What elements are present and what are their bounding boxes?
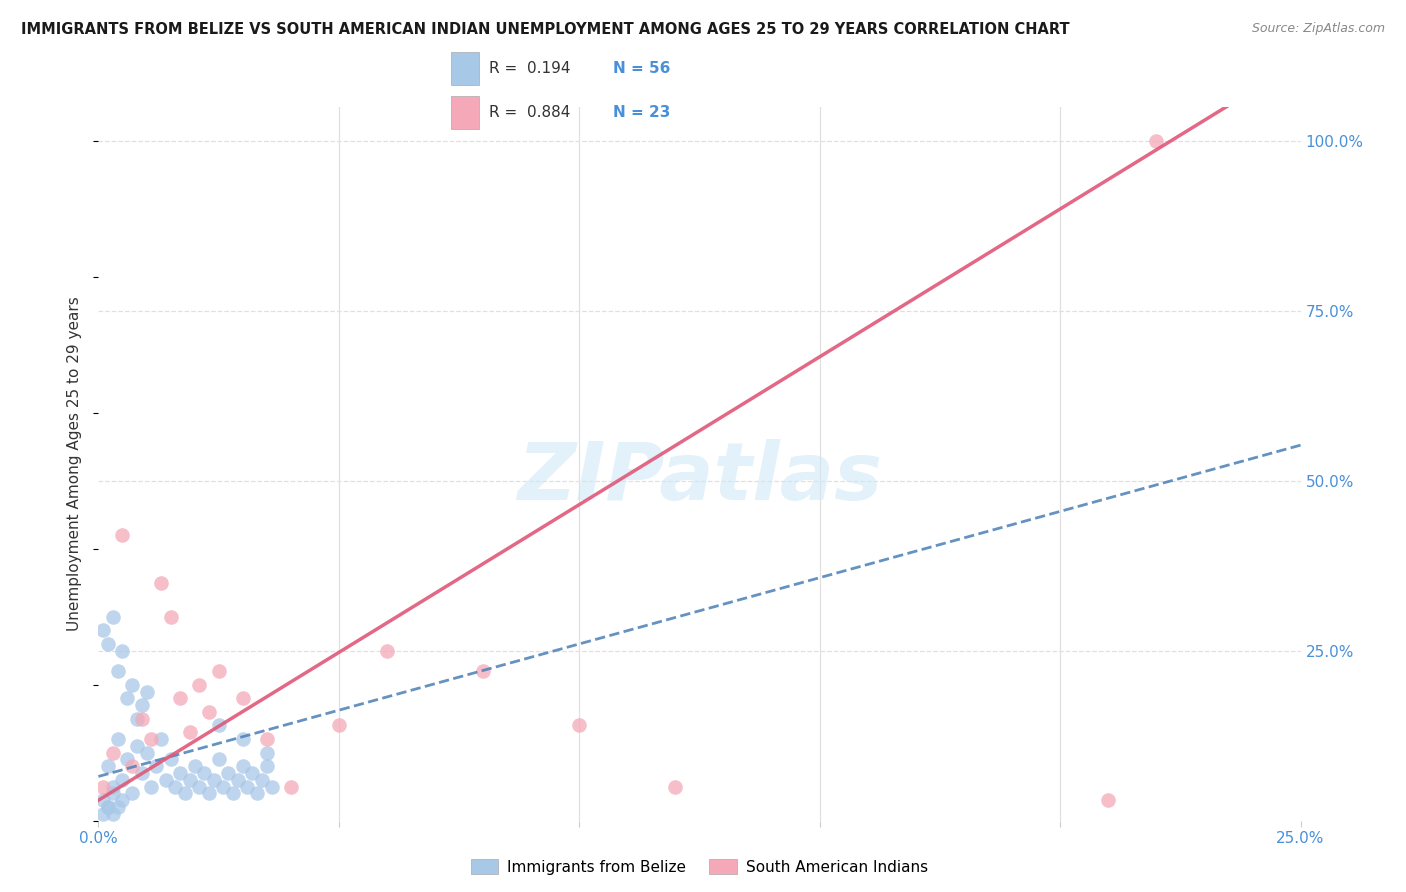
Point [188,780,211,794]
Point [202,772,225,787]
Point [121,759,143,773]
Legend: Immigrants from Belize, South American Indians: Immigrants from Belize, South American I… [465,853,934,880]
Point [169,766,191,780]
Point [101,806,124,821]
Point [256,732,278,747]
Point [159,752,181,766]
Point [125,739,148,753]
Point [232,759,254,773]
Bar [451,96,478,129]
Point [107,664,129,678]
Point [101,746,124,760]
Point [208,752,231,766]
Point [236,780,259,794]
Text: N = 23: N = 23 [613,104,671,120]
Point [131,766,153,780]
Point [155,772,177,787]
Point [256,759,278,773]
Point [246,787,269,801]
Point [141,780,163,794]
Point [198,705,221,719]
Point [131,698,153,712]
Point [226,772,249,787]
Point [183,759,205,773]
Point [232,732,254,747]
Point [222,787,245,801]
Point [1144,134,1167,148]
Text: R =  0.194: R = 0.194 [489,61,571,76]
Point [179,725,201,739]
Point [149,575,172,590]
Point [165,780,187,794]
Point [97,800,120,814]
Point [131,712,153,726]
Point [188,678,211,692]
Point [1097,793,1119,807]
Point [193,766,215,780]
Point [232,691,254,706]
Point [135,746,157,760]
Point [198,787,221,801]
Point [250,772,273,787]
Point [111,793,134,807]
Point [217,766,239,780]
Point [208,718,231,732]
Point [141,732,163,747]
Point [149,732,172,747]
Point [260,780,283,794]
Point [664,780,686,794]
Point [111,772,134,787]
Point [174,787,197,801]
Point [280,780,302,794]
Point [111,528,134,542]
Point [117,691,139,706]
Point [179,772,201,787]
Point [240,766,263,780]
Point [125,712,148,726]
Text: ZIPatlas: ZIPatlas [517,439,882,517]
Point [91,780,114,794]
Point [111,644,134,658]
Point [212,780,235,794]
Point [101,787,124,801]
Text: R =  0.884: R = 0.884 [489,104,571,120]
Text: Source: ZipAtlas.com: Source: ZipAtlas.com [1251,22,1385,36]
Point [101,609,124,624]
Point [97,800,120,814]
Point [97,637,120,651]
Point [472,664,495,678]
Point [135,684,157,698]
Text: IMMIGRANTS FROM BELIZE VS SOUTH AMERICAN INDIAN UNEMPLOYMENT AMONG AGES 25 TO 29: IMMIGRANTS FROM BELIZE VS SOUTH AMERICAN… [21,22,1070,37]
Point [91,806,114,821]
Text: N = 56: N = 56 [613,61,671,76]
Point [107,732,129,747]
Point [145,759,167,773]
Point [568,718,591,732]
Point [256,746,278,760]
Point [159,609,181,624]
Point [121,787,143,801]
Point [169,691,191,706]
Point [107,800,129,814]
Point [121,678,143,692]
Point [375,644,398,658]
Point [97,759,120,773]
Point [117,752,139,766]
Point [91,793,114,807]
Point [91,624,114,638]
Point [328,718,350,732]
Bar [451,52,478,85]
Point [208,664,231,678]
Y-axis label: Unemployment Among Ages 25 to 29 years: Unemployment Among Ages 25 to 29 years [67,296,83,632]
Point [101,780,124,794]
